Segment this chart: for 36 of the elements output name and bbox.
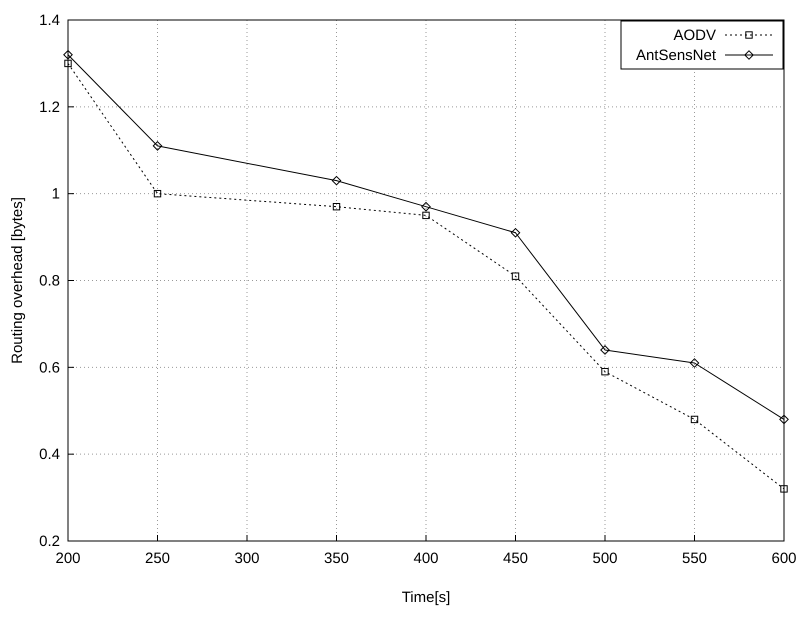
x-tick-label: 200 [55,550,81,567]
point [152,141,162,151]
y-tick-label: 0.8 [39,272,60,290]
y-tick-label: 1.4 [39,12,60,29]
point [332,202,340,210]
x-tick-label: 250 [144,550,170,567]
point [512,272,520,280]
point [422,212,430,220]
y-tick-label: 1 [52,186,60,203]
legend-label: AODV [673,27,716,44]
point [780,485,788,493]
point [600,345,610,355]
point [510,228,520,238]
point [64,60,72,68]
point [690,358,700,368]
x-tick-label: 550 [682,550,708,567]
point [601,368,609,376]
y-tick-label: 0.4 [39,446,60,464]
point [690,416,698,424]
y-axis-title: Routing overhead [bytes] [9,197,26,364]
x-tick-label: 500 [592,550,618,567]
y-tick-label: 0.2 [39,533,60,550]
legend-label: AntSensNet [636,47,717,64]
x-axis-title: Time[s] [402,589,450,606]
y-tick-label: 0.6 [39,359,60,376]
x-tick-label: 450 [502,550,528,567]
x-tick-label: 300 [234,550,260,567]
point [779,414,789,424]
point [63,50,73,60]
point [332,176,342,186]
x-tick-label: 600 [771,550,797,567]
point [154,190,162,198]
point [421,202,431,212]
x-tick-label: 350 [324,550,350,567]
y-tick-label: 1.2 [39,98,60,116]
x-tick-label: 400 [413,550,439,567]
